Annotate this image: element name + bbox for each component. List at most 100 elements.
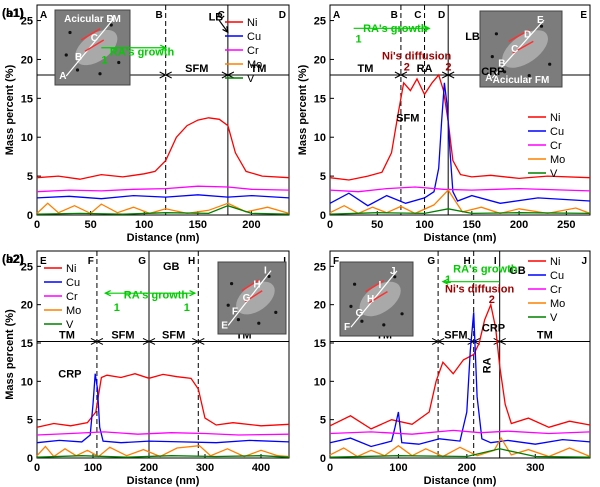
inset-red-arrow — [508, 29, 530, 43]
series-line-cu — [36, 373, 290, 444]
point-label: G — [138, 256, 146, 267]
y-tick-label: 10 — [314, 132, 326, 144]
legend-label: Mo — [550, 298, 565, 310]
series-line-mo — [329, 436, 591, 458]
annotation-text: 2 — [489, 294, 495, 306]
legend-label: Mo — [550, 154, 565, 166]
y-tick-label: 15 — [314, 93, 326, 105]
y-axis-label: Mass percent (%) — [4, 64, 16, 155]
inset-particle — [64, 53, 68, 57]
annotation-text: 2 — [445, 61, 451, 73]
region-arrowhead — [197, 338, 205, 345]
annotation-text: RA's growth — [363, 23, 428, 35]
inset-particle — [75, 68, 80, 72]
inset-grain — [75, 29, 118, 66]
series-line-v — [36, 455, 290, 458]
region-arrowhead — [472, 338, 480, 345]
annotation-text: CRP — [481, 66, 504, 78]
annotation-arrowhead — [441, 278, 449, 285]
annotation-text: 1 — [445, 274, 451, 286]
point-label: G — [427, 256, 435, 267]
legend-label: Cr — [550, 140, 562, 152]
inset-particle — [527, 74, 531, 78]
inset-red-arrow — [80, 28, 101, 41]
x-tick-label: 0 — [34, 462, 40, 474]
series-line-cr — [329, 429, 591, 435]
x-tick-label: 250 — [557, 219, 575, 231]
y-tick-label: 25 — [21, 16, 33, 28]
y-tick-label: 25 — [314, 16, 326, 28]
y-tick-label: 20 — [21, 54, 33, 66]
x-tick-label: 100 — [389, 462, 407, 474]
point-label: B — [155, 10, 162, 21]
legend-label: V — [247, 73, 255, 85]
y-tick-label: 20 — [21, 300, 33, 312]
x-tick-label: 300 — [526, 462, 544, 474]
point-label: H — [463, 256, 470, 267]
inset-image — [217, 261, 287, 335]
inset-point-label: H — [253, 279, 260, 290]
inset-point-label: B — [498, 58, 505, 69]
inset-particle — [382, 323, 386, 327]
x-tick-label: 300 — [196, 462, 214, 474]
annotation-text: RA's growth — [124, 290, 189, 302]
y-axis-label: Mass percent (%) — [4, 309, 16, 400]
y-axis-label: Mass percent (%) — [297, 64, 309, 155]
region-label: RA — [417, 63, 433, 75]
region-arrowhead — [436, 338, 445, 345]
inset-red-arrow — [244, 290, 263, 303]
inset-particle — [257, 321, 261, 325]
series-line-ni — [329, 73, 591, 181]
point-label: F — [88, 256, 94, 267]
series-line-mo — [36, 445, 290, 458]
annotation-arrowhead — [222, 26, 229, 34]
inset-point-label: C — [511, 44, 518, 55]
y-tick-label: 0 — [27, 210, 33, 222]
inset-point-label: E — [537, 15, 544, 26]
inset-grain — [359, 281, 401, 317]
inset-particle — [226, 303, 230, 307]
region-label: TM — [537, 329, 553, 341]
point-label: J — [581, 256, 587, 267]
legend-label: Mo — [247, 59, 262, 71]
annotation-text: GB — [163, 261, 180, 273]
region-label: SFM — [444, 329, 467, 341]
plot-frame — [36, 4, 290, 216]
x-tick-label: 100 — [84, 462, 102, 474]
point-label: H — [188, 256, 195, 267]
region-arrowhead — [447, 71, 455, 79]
inset-particle — [400, 312, 404, 316]
x-tick-label: 100 — [415, 219, 433, 231]
inset-point-label: I — [264, 266, 267, 277]
region-label: SFM — [111, 329, 134, 341]
inset-red-arrow — [241, 279, 260, 292]
annotation-text: 1 — [184, 302, 190, 314]
x-tick-label: 0 — [34, 219, 40, 231]
inset-particle — [98, 72, 102, 76]
region-label: SFM — [162, 329, 185, 341]
inset-point-label: F — [344, 322, 350, 333]
inset-point-label: C — [91, 33, 98, 44]
annotation-text: 1 — [114, 302, 120, 314]
plot-frame — [329, 4, 591, 216]
region-arrowhead — [226, 71, 235, 79]
inset-red-arrow — [368, 290, 388, 304]
y-tick-label: 5 — [320, 415, 326, 427]
annotation-text: 1 — [101, 54, 107, 66]
point-label: B — [391, 10, 398, 21]
inset-label: Acicular FM — [493, 75, 550, 86]
x-tick-label: 200 — [242, 219, 260, 231]
plot-frame — [36, 250, 290, 459]
y-tick-label: 10 — [314, 376, 326, 388]
inset-point-label: E — [221, 320, 228, 331]
inset-point-label: D — [524, 30, 531, 41]
y-tick-label: 20 — [314, 300, 326, 312]
series-line-ni — [36, 117, 290, 180]
inset-particle — [267, 274, 271, 278]
y-tick-label: 0 — [320, 210, 326, 222]
inset-point-label: G — [355, 308, 363, 319]
point-label: A — [40, 10, 47, 21]
